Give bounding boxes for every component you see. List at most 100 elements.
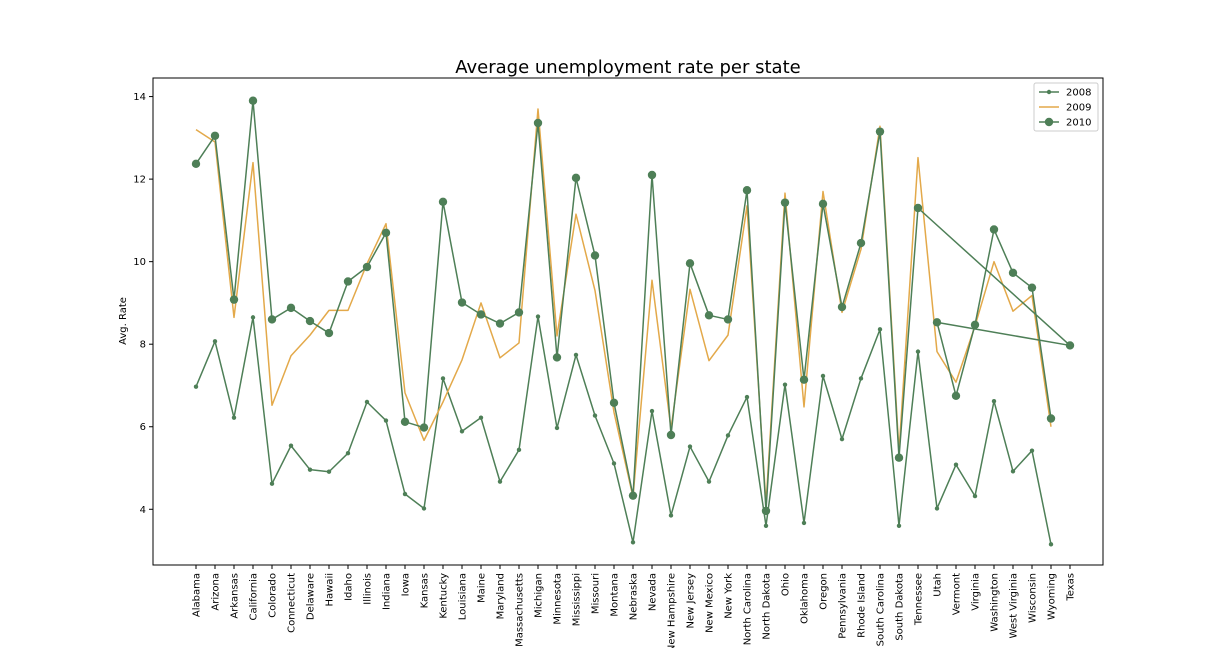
x-tick-label: South Carolina	[876, 573, 887, 646]
data-point-2010	[989, 225, 999, 234]
data-point-2008	[820, 373, 826, 379]
data-point-2008	[535, 314, 541, 319]
x-tick-label: Kentucky	[439, 573, 450, 619]
data-point-2008	[801, 520, 807, 526]
data-point-2010	[324, 328, 334, 338]
x-tick-label: Arizona	[211, 573, 222, 611]
data-point-2008	[250, 315, 256, 320]
legend-label: 2008	[1066, 88, 1091, 99]
x-tick-label: Missouri	[591, 573, 602, 614]
data-point-2010	[305, 316, 315, 326]
x-tick-label: Delaware	[306, 573, 317, 620]
data-point-2010	[951, 391, 961, 400]
x-tick-label: Louisiana	[458, 573, 469, 620]
data-point-2008	[307, 467, 313, 472]
x-tick-label: Iowa	[401, 573, 412, 596]
data-point-2008	[934, 506, 940, 511]
y-tick-label: 14	[133, 92, 146, 103]
data-point-2010	[875, 127, 885, 136]
legend-marker	[1044, 117, 1054, 127]
x-tick-label: Colorado	[268, 573, 279, 618]
x-tick-label: Arkansas	[230, 573, 241, 619]
data-point-2008	[915, 349, 921, 354]
data-point-2008	[763, 523, 769, 528]
data-point-2010	[1027, 283, 1037, 292]
data-point-2008	[440, 376, 446, 381]
x-tick-label: Nebraska	[629, 573, 640, 620]
x-tick-label: Maryland	[496, 573, 507, 619]
data-point-2008	[212, 339, 218, 344]
x-tick-label: New Mexico	[705, 573, 716, 633]
data-point-2010	[1046, 414, 1056, 423]
y-tick-label: 12	[133, 175, 146, 186]
data-point-2010	[191, 159, 201, 169]
data-point-2008	[611, 461, 617, 466]
data-point-2008	[953, 462, 959, 467]
series-line-2008	[195, 315, 1052, 545]
x-tick-label: New York	[724, 573, 735, 619]
data-point-2010	[856, 238, 866, 248]
data-point-2010	[514, 308, 524, 317]
data-point-2010	[761, 506, 771, 516]
y-tick-label: 6	[140, 422, 146, 433]
x-tick-label: North Dakota	[762, 573, 773, 640]
x-tick-label: Montana	[610, 573, 621, 617]
data-point-2008	[193, 384, 199, 389]
data-point-2010	[229, 295, 239, 304]
data-point-2010	[609, 398, 619, 407]
x-axis-ticks: Alabama Arizona Arkansas California Colorado…	[192, 565, 1077, 648]
data-point-2010	[666, 430, 676, 440]
series-layer	[191, 96, 1075, 547]
data-point-2010	[723, 315, 733, 324]
data-point-2008	[402, 491, 408, 497]
data-point-2008	[744, 394, 750, 400]
data-point-2010	[267, 315, 277, 324]
data-point-2008	[706, 479, 712, 484]
legend-label: 2009	[1066, 103, 1091, 114]
data-point-2008	[1048, 542, 1054, 547]
data-point-2010	[913, 203, 923, 213]
x-tick-label: Virginia	[971, 573, 982, 611]
data-point-2008	[421, 506, 427, 511]
data-point-2008	[782, 382, 788, 387]
chart-title: Average unemployment rate per state	[455, 57, 800, 78]
data-point-2010	[742, 186, 752, 195]
data-point-2008	[896, 523, 902, 528]
y-tick-label: 10	[133, 257, 146, 268]
data-point-2010	[552, 353, 562, 362]
data-point-2010	[647, 170, 657, 180]
x-tick-label: California	[249, 573, 260, 621]
data-point-2008	[573, 352, 579, 358]
data-point-2010	[894, 453, 904, 462]
x-tick-label: Vermont	[952, 573, 963, 615]
x-tick-label: Hawaii	[325, 573, 336, 607]
data-point-2008	[687, 444, 693, 449]
x-tick-label: Washington	[990, 573, 1001, 632]
data-point-2010	[533, 118, 543, 128]
data-point-2008	[345, 450, 351, 456]
x-tick-label: Ohio	[781, 573, 792, 596]
series-2008	[193, 314, 1054, 547]
data-point-2010	[476, 310, 486, 319]
x-tick-label: Oregon	[819, 573, 830, 610]
data-point-2010	[704, 311, 714, 320]
legend-marker	[1046, 89, 1052, 95]
data-point-2008	[1010, 469, 1016, 474]
data-point-2008	[326, 469, 332, 474]
legend: 2008 2009 2010	[1033, 82, 1099, 132]
plot-frame	[152, 77, 1104, 566]
data-point-2008	[478, 415, 484, 420]
data-point-2008	[383, 418, 389, 423]
legend-item-2008: 2008	[1039, 88, 1091, 99]
data-point-2008	[592, 413, 598, 418]
data-point-2008	[972, 493, 978, 499]
series-2009	[195, 108, 1052, 506]
x-tick-label: Texas	[1066, 573, 1077, 602]
x-tick-label: New Jersey	[686, 573, 697, 629]
data-point-2008	[497, 479, 503, 484]
x-tick-label: Utah	[933, 573, 944, 597]
y-tick-label: 4	[140, 505, 146, 516]
data-point-2010	[343, 277, 353, 286]
data-point-2010	[818, 199, 828, 209]
